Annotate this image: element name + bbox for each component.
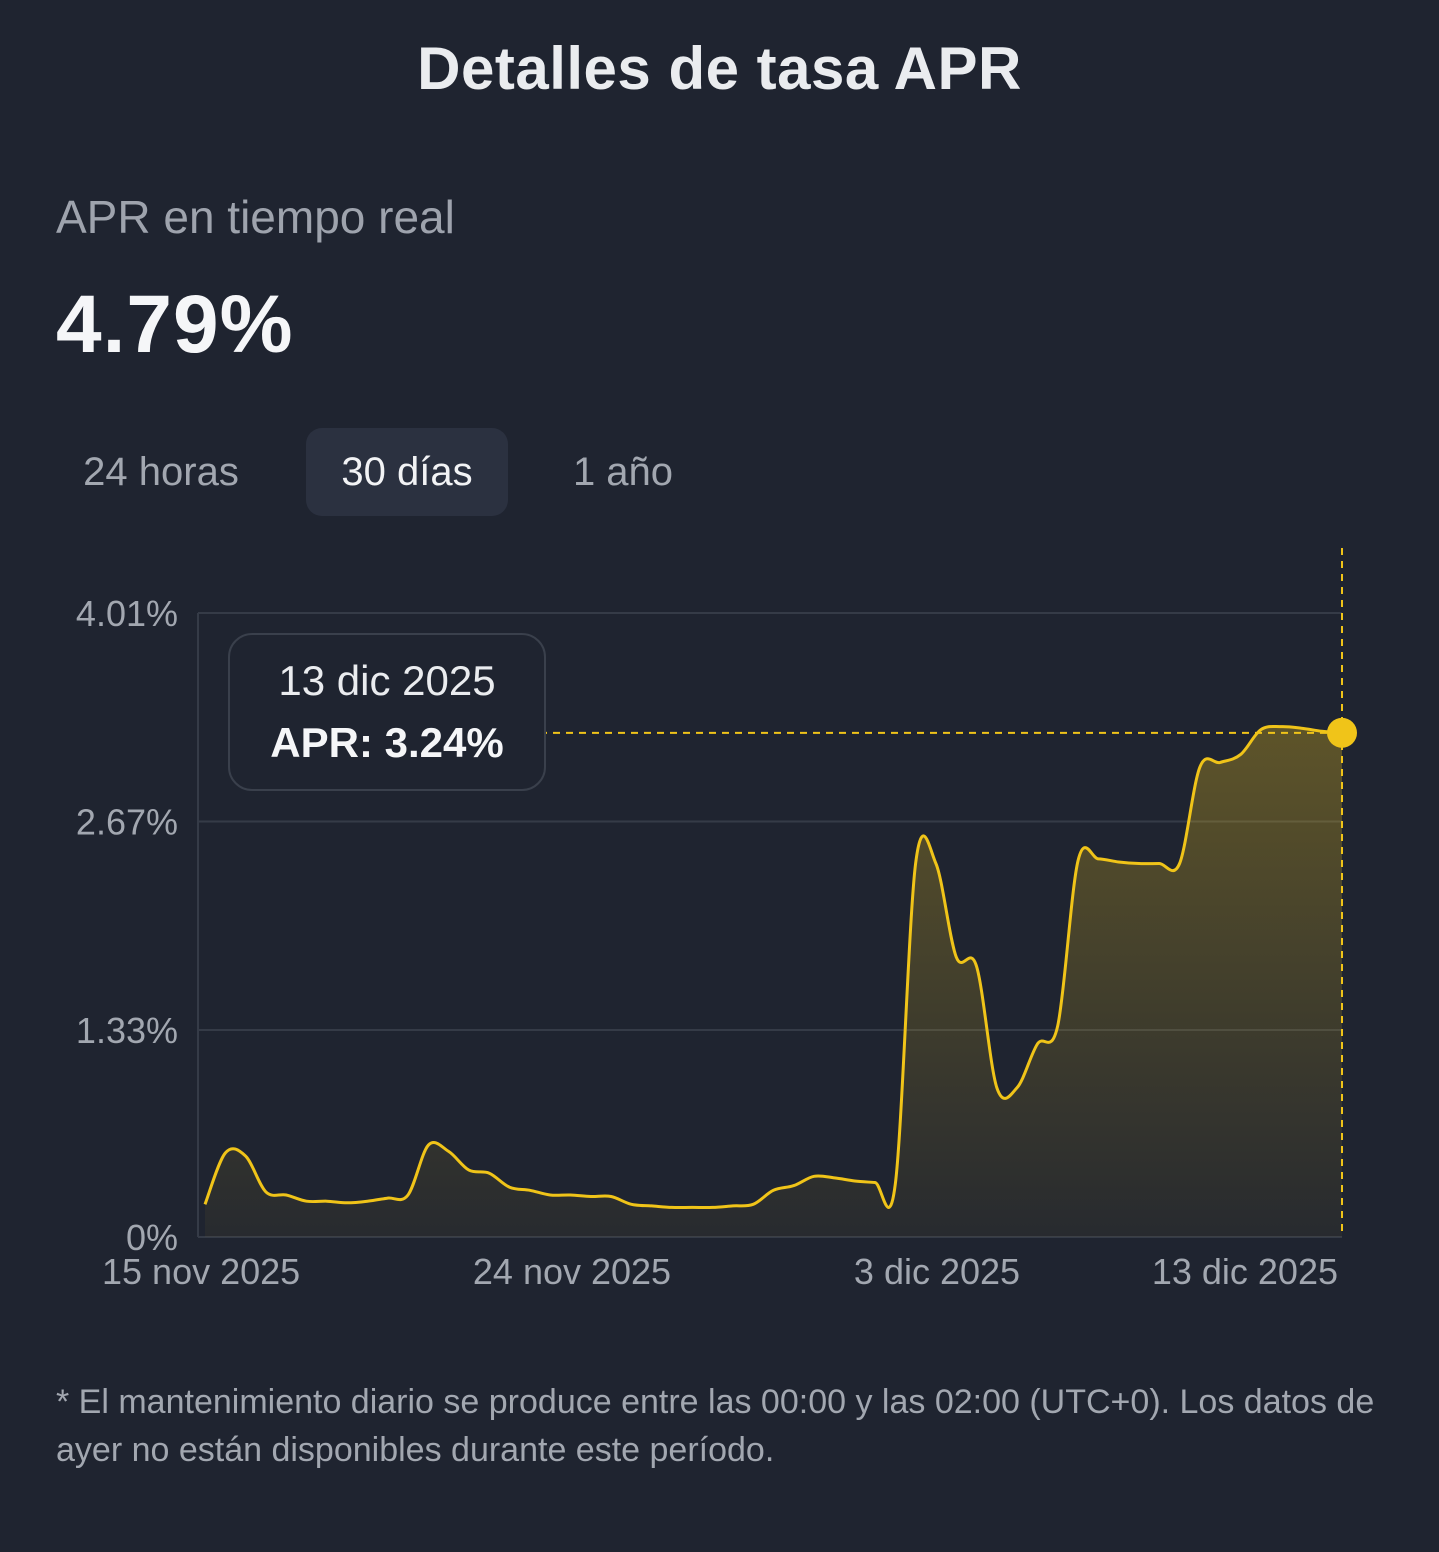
y-tick-label: 2.67% bbox=[76, 802, 178, 843]
period-tabs: 24 horas 30 días 1 año bbox=[56, 428, 698, 516]
tab-1-year[interactable]: 1 año bbox=[572, 449, 674, 494]
highlighted-point-marker bbox=[1327, 717, 1357, 748]
tooltip-apr-value: 3.24% bbox=[384, 719, 504, 766]
tooltip-date: 13 dic 2025 bbox=[278, 657, 496, 704]
x-tick-label: 24 nov 2025 bbox=[473, 1251, 671, 1292]
realtime-apr-value: 4.79% bbox=[56, 279, 294, 370]
apr-chart-svg: 0% 1.33% 2.67% 4.01% 15 nov 2025 24 nov 2025… bbox=[76, 548, 1357, 1292]
page-title: Detalles de tasa APR bbox=[417, 35, 1022, 102]
apr-series-line bbox=[203, 724, 1343, 1210]
tooltip-value-row: APR: 3.24% bbox=[270, 712, 503, 774]
y-tick-label: 4.01% bbox=[76, 593, 178, 634]
x-axis-ticks: 15 nov 2025 24 nov 2025 3 dic 2025 13 dic 2… bbox=[102, 1251, 1338, 1292]
realtime-apr-label: APR en tiempo real bbox=[56, 191, 455, 243]
tooltip-apr-label: APR: bbox=[270, 719, 373, 766]
chart-tooltip: 13 dic 2025 APR: 3.24% bbox=[228, 633, 546, 791]
apr-chart[interactable]: 0% 1.33% 2.67% 4.01% 15 nov 2025 24 nov 2025… bbox=[0, 540, 1439, 1300]
apr-area-fill bbox=[205, 726, 1342, 1237]
x-tick-label: 13 dic 2025 bbox=[1152, 1251, 1338, 1292]
tab-24-hours[interactable]: 24 horas bbox=[83, 449, 239, 494]
maintenance-footnote: * El mantenimiento diario se produce ent… bbox=[56, 1383, 1375, 1469]
y-axis-ticks: 0% 1.33% 2.67% 4.01% bbox=[76, 593, 178, 1258]
y-tick-label: 1.33% bbox=[76, 1010, 178, 1051]
x-tick-label: 15 nov 2025 bbox=[102, 1251, 300, 1292]
x-tick-label: 3 dic 2025 bbox=[854, 1251, 1020, 1292]
tab-30-days[interactable]: 30 días bbox=[306, 428, 508, 516]
y-tick-label: 0% bbox=[126, 1217, 178, 1258]
